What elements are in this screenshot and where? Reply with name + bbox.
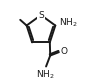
Text: S: S (38, 11, 44, 20)
Text: NH$_2$: NH$_2$ (59, 17, 78, 30)
Text: NH$_2$: NH$_2$ (36, 68, 55, 81)
Text: O: O (61, 47, 68, 56)
